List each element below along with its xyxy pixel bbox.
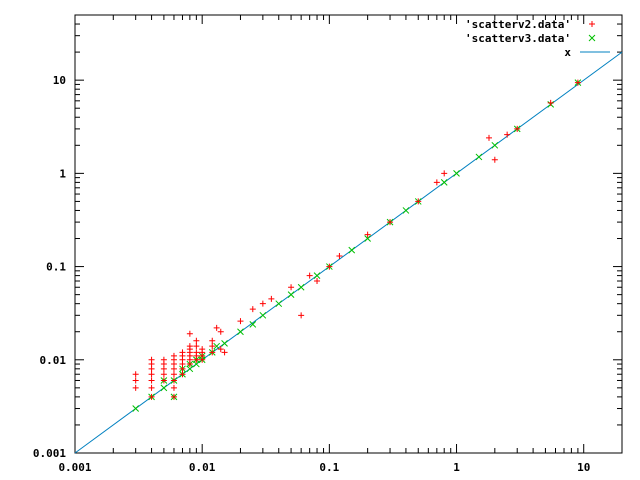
- scatterv3-point: [348, 246, 356, 254]
- scatterv2-point: [148, 377, 155, 384]
- series-scatterv3-points: [132, 79, 582, 412]
- scatterv2-point: [298, 312, 305, 319]
- scatterv2-point: [148, 365, 155, 372]
- scatterv3-point: [453, 170, 460, 177]
- y-tick-label: 10: [53, 74, 66, 87]
- scatterv2-point: [514, 125, 521, 132]
- scatterv2-point: [306, 272, 313, 279]
- scatterv2-point: [217, 328, 224, 335]
- scatterv3-point: [132, 405, 140, 412]
- scatterv2-point: [209, 349, 216, 356]
- legend-label: 'scatterv3.data': [465, 32, 571, 45]
- scatterv3-point: [402, 207, 410, 214]
- scatterv3-point: [275, 300, 283, 308]
- scatterv2-point: [148, 371, 155, 378]
- scatterv2-point: [221, 349, 228, 356]
- scatterv2-point: [213, 324, 220, 331]
- scatterv2-point: [132, 384, 139, 391]
- scatterv2-point: [259, 300, 266, 307]
- scatterv2-point: [193, 337, 200, 344]
- scatterv2-point: [170, 377, 177, 384]
- scatterv2-point: [132, 371, 139, 378]
- scatterv3-point: [491, 141, 499, 149]
- y-tick-labels: 0.001 0.01 0.1 1 10: [33, 74, 67, 460]
- y-tick-label: 0.1: [46, 261, 66, 274]
- scatterv2-point: [193, 356, 200, 363]
- scatterv3-point: [364, 235, 371, 242]
- series-line-x: [74, 51, 623, 454]
- scatterv3-point: [160, 384, 168, 392]
- scatterv2-point: [148, 384, 155, 391]
- scatterv2-point: [179, 371, 186, 378]
- x-tick-label: 1: [453, 461, 460, 474]
- scatterv2-point: [249, 306, 256, 313]
- scatterv2-point: [170, 384, 177, 391]
- legend-label: x: [564, 46, 571, 59]
- scatterv2-point: [160, 371, 167, 378]
- scatterv2-point: [148, 393, 155, 400]
- scatterv3-point: [287, 291, 295, 298]
- plot-frame: [74, 14, 623, 454]
- legend-marker-cross: [588, 34, 596, 42]
- scatterv2-point: [387, 219, 394, 226]
- series-x-line: [74, 51, 623, 454]
- scatterv2-point: [217, 346, 224, 353]
- scatterv2-point: [170, 365, 177, 372]
- scatterv3-point: [440, 179, 448, 186]
- scatterv2-point: [160, 365, 167, 372]
- scatterv2-point: [486, 134, 493, 141]
- scatterv2-point: [574, 79, 581, 86]
- scatterv3-point: [213, 342, 221, 350]
- scatterv3-point: [249, 320, 257, 328]
- scatterv3-point: [259, 311, 267, 319]
- scatterv2-point: [364, 231, 371, 238]
- scatterv2-point: [170, 393, 177, 400]
- scatterv3-point: [221, 340, 228, 347]
- y-tick-label: 0.001: [33, 447, 66, 460]
- x-tick-label: 0.01: [189, 461, 216, 474]
- scatterv2-point: [186, 361, 193, 368]
- scatterv2-point: [209, 337, 216, 344]
- scatterv2-point: [132, 377, 139, 384]
- x-tick-label: 0.1: [319, 461, 339, 474]
- scatterv2-point: [199, 356, 206, 363]
- scatterv2-point: [193, 343, 200, 350]
- scatterv2-point: [433, 179, 440, 186]
- scatterv2-point: [268, 295, 275, 302]
- scatterv2-point: [186, 330, 193, 337]
- x-tick-label: 10: [577, 461, 590, 474]
- scatterv3-point: [237, 328, 244, 336]
- scatterv2-point: [160, 377, 167, 384]
- legend-marker-plus: [589, 21, 595, 27]
- y-tick-label: 0.01: [40, 354, 67, 367]
- scatterv3-point: [475, 153, 483, 161]
- y-tick-label: 1: [59, 167, 66, 180]
- scatterv3-point: [313, 272, 321, 279]
- scatterv2-point: [314, 278, 321, 285]
- scatterv2-point: [336, 252, 343, 259]
- legend-label: 'scatterv2.data': [465, 18, 571, 31]
- scatterv2-point: [179, 365, 186, 372]
- scatterv2-point: [547, 99, 554, 106]
- scatterv3-point: [186, 365, 194, 373]
- scatterv2-point: [326, 263, 333, 270]
- legend: 'scatterv2.data''scatterv3.data'x: [465, 18, 610, 59]
- scatterv2-point: [491, 156, 498, 163]
- scatterv2-point: [415, 198, 422, 205]
- scatterv2-point: [170, 371, 177, 378]
- scatterv2-point: [209, 343, 216, 350]
- scatterv2-point: [504, 131, 511, 138]
- scatterv2-point: [288, 284, 295, 291]
- x-tick-labels: 0.001 0.01 0.1 1 10: [58, 461, 590, 474]
- series-scatterv2-points: [132, 79, 581, 400]
- scatterv2-point: [237, 318, 244, 325]
- scatterv2-point: [441, 170, 448, 177]
- axis-ticks: [74, 14, 623, 454]
- x-tick-label: 0.001: [58, 461, 91, 474]
- scatterv3-point: [297, 283, 305, 291]
